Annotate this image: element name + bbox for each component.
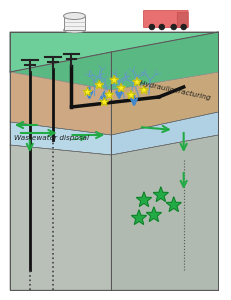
Polygon shape	[10, 72, 111, 135]
Polygon shape	[111, 32, 219, 90]
Polygon shape	[10, 52, 111, 90]
Polygon shape	[153, 187, 168, 202]
Polygon shape	[10, 32, 219, 72]
Polygon shape	[166, 197, 181, 212]
Circle shape	[159, 24, 165, 30]
Polygon shape	[83, 88, 92, 96]
Polygon shape	[111, 135, 219, 290]
Text: Hydraulic fracturing: Hydraulic fracturing	[139, 80, 211, 101]
Polygon shape	[117, 83, 125, 92]
Polygon shape	[95, 80, 103, 88]
Polygon shape	[110, 76, 119, 84]
Circle shape	[149, 24, 155, 30]
Polygon shape	[105, 91, 113, 99]
Polygon shape	[10, 122, 111, 155]
Circle shape	[181, 24, 187, 30]
FancyBboxPatch shape	[143, 11, 188, 28]
Polygon shape	[131, 210, 146, 224]
Polygon shape	[111, 112, 219, 155]
Polygon shape	[100, 98, 109, 106]
Circle shape	[171, 24, 177, 30]
Polygon shape	[146, 207, 161, 221]
Ellipse shape	[64, 27, 85, 33]
Polygon shape	[10, 32, 219, 72]
Polygon shape	[10, 145, 111, 290]
Polygon shape	[140, 85, 148, 94]
Text: Wastewater disposal: Wastewater disposal	[14, 135, 89, 141]
Polygon shape	[136, 192, 152, 206]
Ellipse shape	[64, 13, 85, 20]
Polygon shape	[111, 72, 219, 135]
Bar	[64, 16, 85, 30]
Polygon shape	[133, 77, 141, 86]
Polygon shape	[127, 91, 135, 99]
FancyBboxPatch shape	[177, 13, 188, 28]
